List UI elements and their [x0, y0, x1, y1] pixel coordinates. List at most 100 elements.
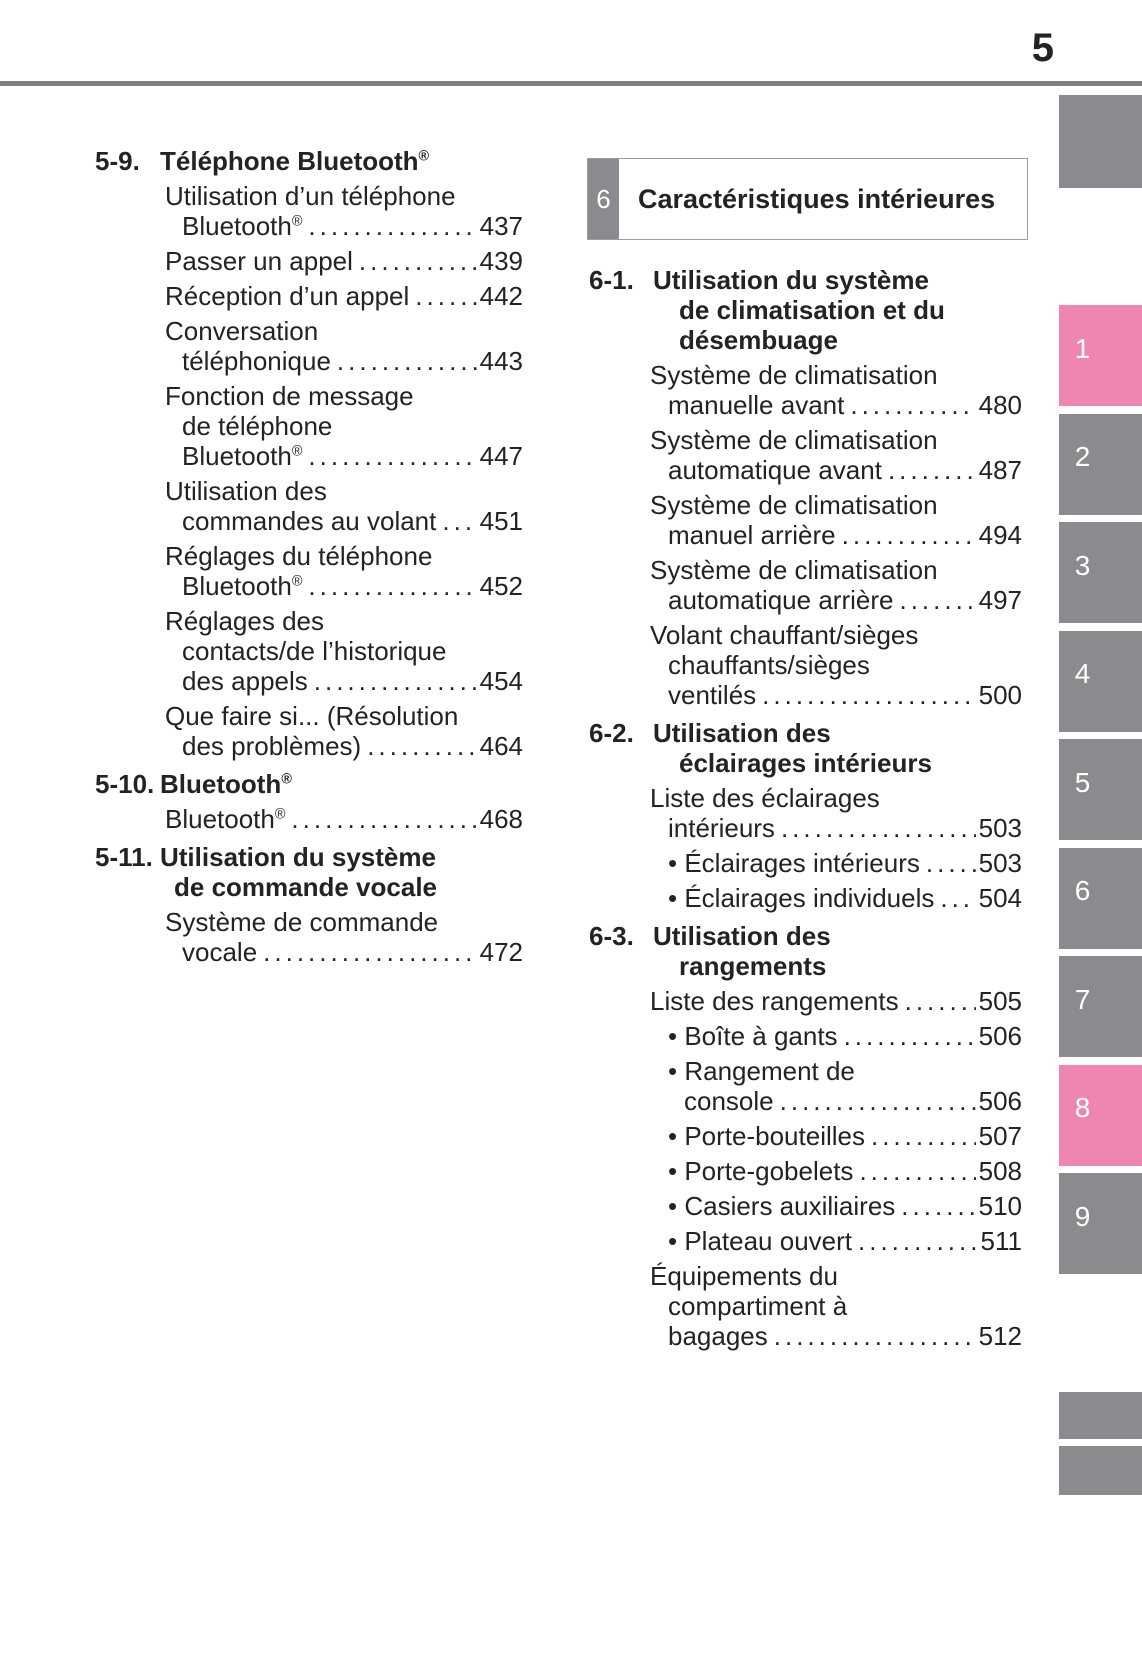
page-ref: 500 — [978, 680, 1022, 710]
toc-entry-line: Rangement de — [668, 1056, 1022, 1086]
dot-leader — [899, 585, 975, 615]
section-title-line: Téléphone Bluetooth® — [160, 146, 430, 176]
toc-entry-line: console 506 — [668, 1086, 1022, 1116]
dot-leader — [859, 1156, 975, 1186]
page-ref: 494 — [978, 520, 1022, 550]
side-tab-label: 4 — [1074, 658, 1091, 689]
chapter-title: Caractéristiques intérieures — [638, 183, 996, 214]
page-ref: 439 — [479, 246, 523, 276]
page-ref: 472 — [479, 937, 523, 967]
toc-entry-line: Porte-bouteilles 507 — [668, 1121, 1022, 1151]
dot-leader — [871, 1121, 976, 1151]
toc-entry-line: Système de commande — [165, 907, 439, 937]
toc-entry-line: Fonction de message — [165, 381, 414, 411]
toc-entry: Bluetooth® 468 — [95, 804, 523, 834]
side-tab-9: 9 — [1059, 1173, 1142, 1274]
toc-entry-line: Bluetooth® 452 — [165, 571, 523, 601]
toc-entry-line: Passer un appel 439 — [165, 246, 523, 276]
page-ref: 480 — [978, 390, 1022, 420]
toc-entry-line: chauffants/sièges — [668, 650, 870, 680]
toc-entry-line: Système de climatisation — [650, 490, 938, 520]
toc-entry: Système de climatisation automatique arri… — [589, 555, 1022, 615]
toc-left-column: 5-9. Téléphone Bluetooth® Utilisation d’un… — [95, 146, 523, 967]
toc-entry-line: compartiment à — [668, 1291, 848, 1321]
dot-leader — [308, 441, 476, 471]
section-title: Utilisation des rangements — [653, 921, 1022, 981]
page-ref: 510 — [978, 1191, 1022, 1221]
toc-entry: Éclairages intérieurs 503 — [589, 848, 1022, 878]
toc-entry-line: Bluetooth® 437 — [165, 211, 523, 241]
dot-leader — [858, 1226, 978, 1256]
toc-entry-text: manuelle avant — [668, 390, 845, 420]
toc-entry-text: Bluetooth® — [182, 211, 303, 241]
toc-entry-line: Plateau ouvert 511 — [668, 1226, 1022, 1256]
dot-leader — [888, 455, 976, 485]
toc-entry-line: Bluetooth® 447 — [165, 441, 523, 471]
dot-leader — [367, 731, 476, 761]
toc-entry-line: Liste des rangements 505 — [650, 986, 1022, 1016]
toc-entry: Casiers auxiliaires 510 — [589, 1191, 1022, 1221]
toc-entry-line: Liste des éclairages — [650, 783, 880, 813]
side-tab-label: 3 — [1074, 549, 1091, 581]
dot-leader — [842, 520, 976, 550]
side-tab-1: 1 — [1059, 305, 1142, 406]
dot-leader — [905, 986, 976, 1016]
side-tab-label: 7 — [1074, 983, 1091, 1015]
toc-entry-text: automatique avant — [668, 455, 882, 485]
chapter-number-badge: 6 — [588, 159, 619, 239]
toc-entry-line: Éclairages intérieurs 503 — [668, 848, 1022, 878]
page-ref: 464 — [479, 731, 523, 761]
toc-entry-line: intérieurs 503 — [650, 813, 1022, 843]
side-tab-3: 3 — [1059, 522, 1142, 623]
toc-entry-line: commandes au volant 451 — [165, 506, 523, 536]
toc-entry-text: Casiers auxiliaires — [684, 1191, 896, 1221]
toc-entry-line: Réception d’un appel 442 — [165, 281, 523, 311]
section-title-line: Utilisation du système — [160, 842, 436, 872]
toc-entry-line: Utilisation d’un téléphone — [165, 181, 456, 211]
section-title-line: Utilisation des — [653, 921, 831, 951]
toc-entry-line: automatique avant 487 — [650, 455, 1022, 485]
toc-section-heading: 6-2. Utilisation des éclairages intérieurs — [589, 718, 1022, 778]
page-ref: 506 — [978, 1021, 1022, 1051]
toc-entry-text: automatique arrière — [668, 585, 894, 615]
toc-entry-line: Réglages des — [165, 606, 324, 636]
page-ref: 512 — [978, 1321, 1022, 1351]
toc-entry-text: Bluetooth® — [165, 804, 286, 834]
toc-entry-text: Éclairages intérieurs — [684, 848, 920, 878]
dot-leader — [780, 1086, 976, 1116]
toc-entry-text: intérieurs — [668, 813, 775, 843]
toc-section-heading: 5-11. Utilisation du système de commande v… — [95, 842, 523, 902]
page-ref: 504 — [978, 883, 1022, 913]
toc-entry-text: console — [684, 1086, 774, 1116]
toc-entry-text: Porte-bouteilles — [684, 1121, 865, 1151]
section-title: Utilisation du système de climatisation e… — [653, 265, 1022, 355]
page-ref: 452 — [479, 571, 523, 601]
page-ref: 442 — [479, 281, 523, 311]
page-ref: 451 — [479, 506, 523, 536]
dot-leader — [337, 346, 477, 376]
dot-leader — [359, 246, 477, 276]
toc-entry-line: de téléphone — [182, 411, 333, 441]
toc-entry-text: Passer un appel — [165, 246, 353, 276]
section-title-line: de commande vocale — [174, 872, 437, 902]
toc-entry-text: Boîte à gants — [684, 1021, 838, 1051]
toc-entry-line: contacts/de l’historique — [182, 636, 447, 666]
toc-entry-line: vocale 472 — [165, 937, 523, 967]
dot-leader — [781, 813, 976, 843]
toc-entry-line: manuelle avant 480 — [650, 390, 1022, 420]
dot-leader — [844, 1021, 976, 1051]
toc-entry-line: Volant chauffant/sièges — [650, 620, 919, 650]
page-ref: 505 — [978, 986, 1022, 1016]
section-number: 5-11. — [95, 842, 153, 872]
page-ref: 511 — [980, 1226, 1022, 1256]
page-ref: 508 — [978, 1156, 1022, 1186]
toc-entry-line: bagages 512 — [650, 1321, 1022, 1351]
toc-entry-line: Que faire si... (Résolution — [165, 701, 459, 731]
side-tab-6: 6 — [1059, 847, 1142, 949]
